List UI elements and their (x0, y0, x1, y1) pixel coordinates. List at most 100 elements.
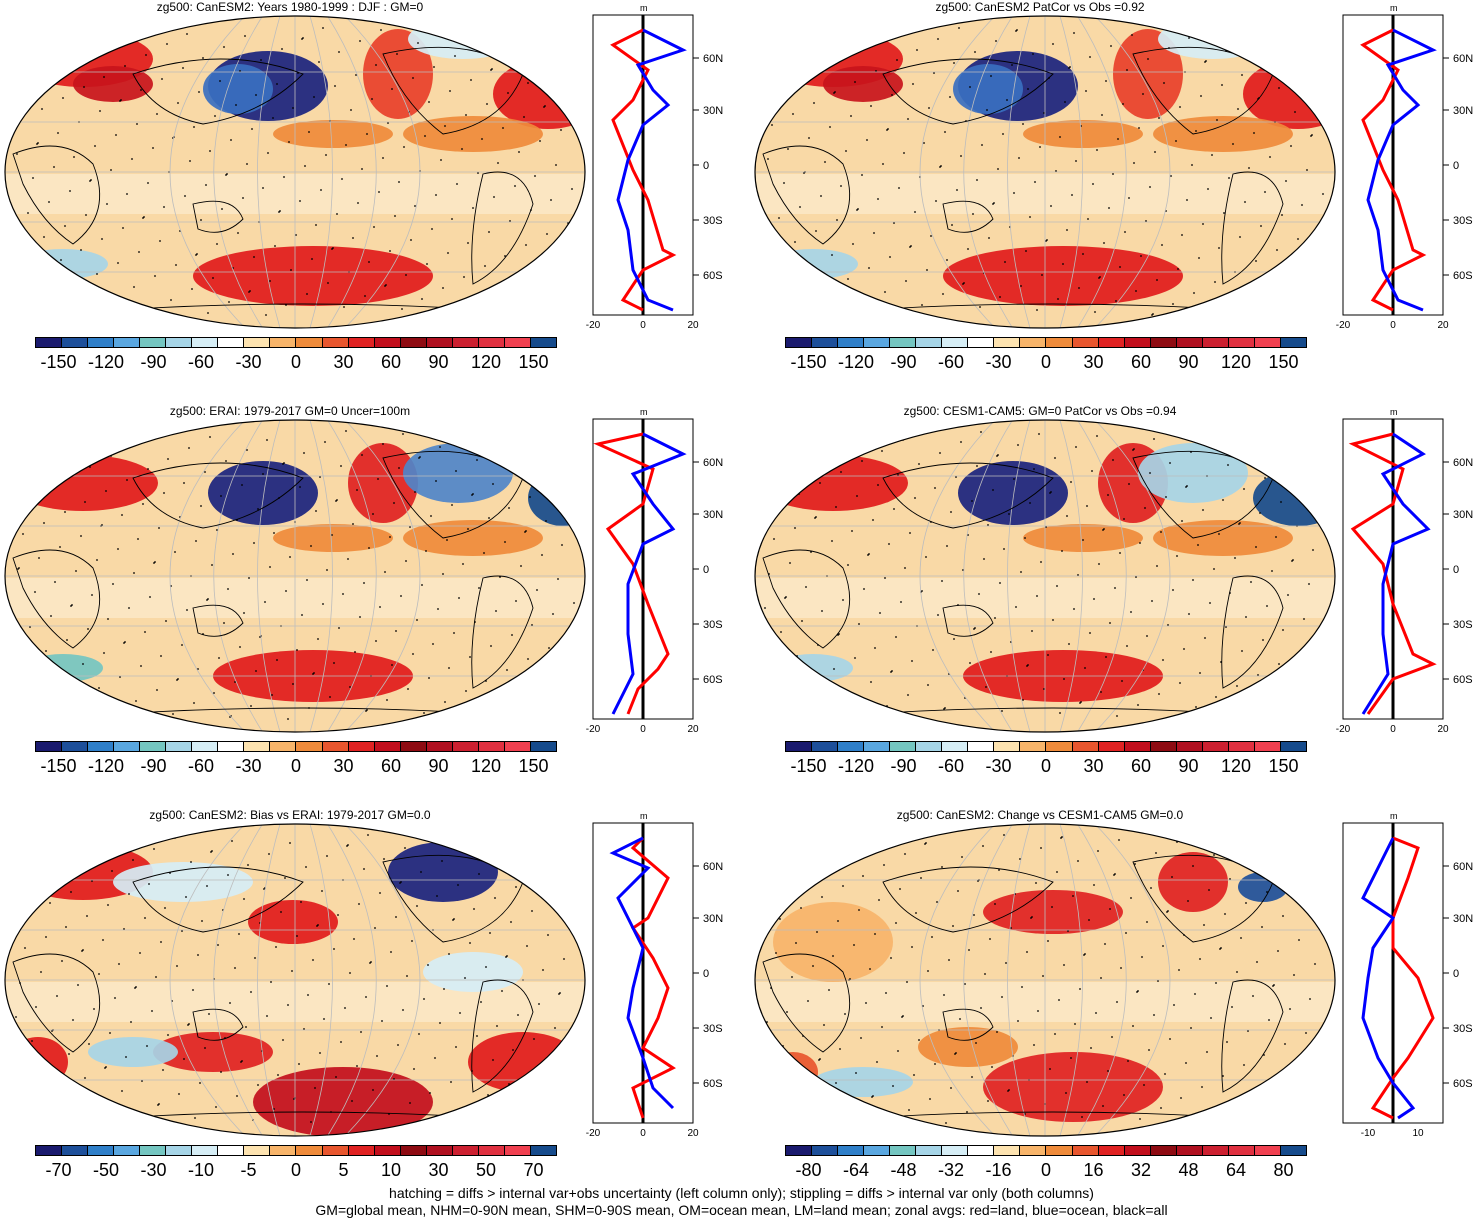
stipple-dot (1026, 665, 1028, 667)
colorbar-swatch (968, 338, 995, 347)
stipple-dot (84, 1077, 86, 1079)
stipple-dot (181, 644, 183, 646)
stipple-dot (1169, 1038, 1171, 1040)
stipple-dot (1156, 565, 1158, 567)
stipple-dot (1125, 932, 1127, 934)
stipple-dot (295, 234, 297, 236)
stipple-dot (1116, 1001, 1118, 1003)
longitude-line (1007, 824, 1031, 1136)
stipple-dot (1196, 1121, 1198, 1123)
anomaly-blob (773, 654, 853, 682)
stipple-dot (526, 945, 528, 947)
stipple-dot (805, 586, 807, 588)
stipple-dot (55, 294, 57, 296)
stipple-dot (511, 58, 513, 60)
stipple-dot (820, 195, 822, 197)
stipple-dot (825, 862, 827, 864)
stipple-dot (1070, 481, 1072, 483)
stipple-dot (507, 92, 509, 94)
stipple-dot (1098, 277, 1100, 279)
stipple-dot (832, 955, 834, 957)
stipple-dot (237, 232, 239, 234)
stipple-dot (969, 86, 971, 88)
stipple-dot (321, 890, 323, 892)
coastline-africa (12, 953, 101, 1053)
stipple-dot (503, 1118, 505, 1120)
colorbar-label: 70 (523, 1160, 544, 1180)
stipple-dot (1135, 290, 1137, 292)
stipple-dot (1045, 526, 1047, 528)
stipple-dot (916, 49, 918, 51)
stipple-dot (829, 126, 831, 128)
stipple-dot (890, 957, 892, 959)
anomaly-blob (8, 1037, 68, 1087)
stipple-dot (489, 932, 491, 934)
stipple-dot (941, 866, 943, 868)
stipple-dot (844, 437, 846, 439)
stipple-dot (398, 181, 400, 183)
stipple-dot (244, 35, 246, 37)
stipple-dot (428, 101, 430, 103)
stipple-dot (1199, 672, 1201, 674)
stipple-dot (895, 922, 897, 924)
stipple-dot (881, 1026, 883, 1028)
colorbar-swatch (270, 338, 297, 347)
stipple-dot (1029, 216, 1031, 218)
stipple-dot (236, 1095, 238, 1097)
stipple-dot (289, 556, 291, 558)
stipple-dot (208, 1013, 210, 1015)
colorbar-swatch (1124, 1146, 1151, 1155)
stipple-dot (248, 291, 250, 293)
stipple-dot (952, 925, 954, 927)
stipple-dot (524, 531, 526, 533)
stipple-dot (1299, 76, 1301, 78)
stipple-dot (943, 994, 945, 996)
latitude-label: 30N (1453, 913, 1473, 925)
stipple-dot (1241, 650, 1243, 652)
stipple-dot (1021, 986, 1023, 988)
stipple-dot (813, 102, 815, 104)
stipple-dot (462, 849, 464, 851)
stipple-dot (1055, 170, 1057, 172)
stipple-dot (1001, 710, 1003, 712)
stipple-dot (546, 233, 548, 235)
stipple-dot (1312, 835, 1314, 837)
stipple-dot (493, 196, 495, 198)
stipple-dot (57, 708, 59, 710)
stipple-dot (1257, 674, 1259, 676)
latitude-label: 30S (1453, 1023, 1473, 1035)
stipple-dot (1068, 67, 1070, 69)
stipple-dot (1038, 433, 1040, 435)
stipple-dot (941, 580, 943, 582)
colorbar-label: -150 (40, 352, 77, 372)
stipple-dot (1107, 494, 1109, 496)
stipple-dot (277, 1074, 279, 1076)
stipple-dot (1210, 1017, 1212, 1019)
stipple-dot (1245, 902, 1247, 904)
stipple-dot (425, 836, 427, 838)
stipple-dot (1301, 204, 1303, 206)
stipple-dot (1058, 999, 1060, 1001)
stipple-dot (923, 142, 925, 144)
stipple-dot (1213, 854, 1215, 856)
stipple-dot (1011, 64, 1013, 66)
stipple-dot (223, 46, 225, 48)
stipple-dot (421, 298, 423, 300)
stipple-dot (230, 139, 232, 141)
latitude-label: 0 (1453, 160, 1459, 172)
colorbar-swatch (218, 742, 245, 751)
stipple-dot (1105, 656, 1107, 658)
stipple-dot (23, 246, 25, 248)
stipple-dot (100, 1101, 102, 1103)
stipple-dot (1319, 642, 1321, 644)
stipple-dot (67, 62, 69, 64)
stipple-dot (105, 490, 107, 492)
colorbar-swatch (812, 338, 839, 347)
stipple-dot (462, 563, 464, 565)
stipple-dot (1278, 663, 1280, 665)
stipple-dot (87, 52, 89, 54)
stipple-dot (212, 277, 214, 279)
stipple-dot (220, 1071, 222, 1073)
stipple-dot (1211, 440, 1213, 442)
stipple-dot (214, 115, 216, 117)
